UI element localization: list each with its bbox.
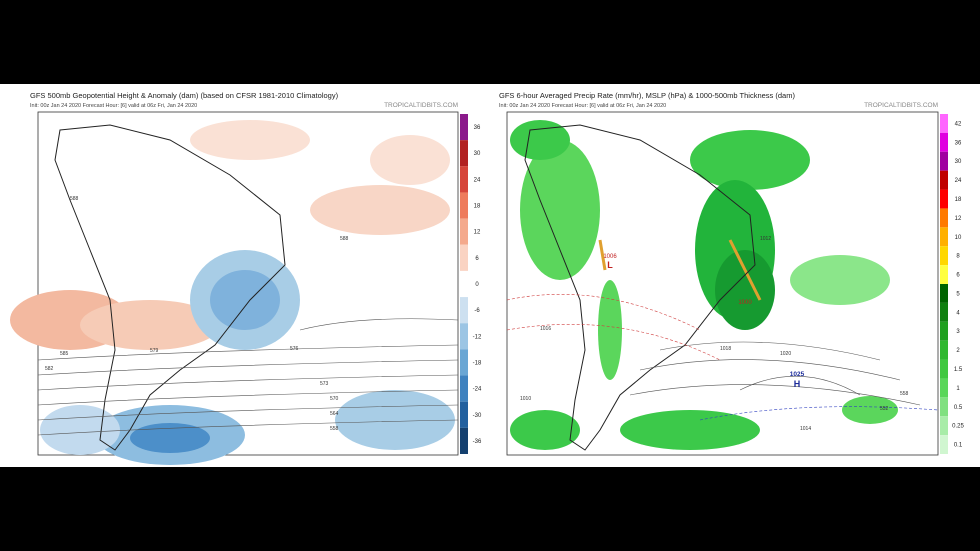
- colorbar-segment: [940, 151, 948, 171]
- colorbar-label: 2: [956, 348, 960, 354]
- colorbar-label: -18: [473, 360, 482, 366]
- colorbar-label: 4: [956, 310, 960, 316]
- colorbar-label: 18: [955, 197, 962, 203]
- colorbar-label: 24: [474, 177, 481, 183]
- colorbar-label: 0.5: [954, 405, 963, 411]
- colorbar-segment: [940, 227, 948, 247]
- low-value: 1006: [603, 254, 617, 260]
- contour-label: 570: [330, 396, 339, 402]
- colorbar-segment: [460, 218, 468, 245]
- colorbar-segment: [940, 378, 948, 398]
- colorbar-segment: [940, 246, 948, 266]
- colorbar-label: 0: [475, 282, 479, 288]
- contour-label: 564: [330, 411, 339, 417]
- colorbar-label: -30: [473, 413, 482, 419]
- colorbar-segment: [940, 189, 948, 209]
- init-line: Init: 00z Jan 24 2020 Forecast Hour: [6]…: [30, 103, 197, 109]
- left-map: [10, 111, 459, 465]
- colorbar-label: 30: [474, 151, 481, 157]
- colorbar-label: 36: [474, 125, 481, 131]
- colorbar-label: 30: [955, 159, 962, 165]
- colorbar-segment: [460, 270, 468, 298]
- brand: TROPICALTIDBITS.COM: [384, 102, 458, 109]
- colorbar-segment: [460, 297, 468, 324]
- colorbar-label: -6: [474, 308, 480, 314]
- contour-label: 1020: [780, 351, 791, 357]
- colorbar-segment: [460, 114, 468, 141]
- colorbar-label: 1.5: [954, 367, 963, 373]
- colorbar-label: -12: [473, 334, 482, 340]
- right-map: [506, 111, 939, 456]
- contour-label: 558: [900, 391, 909, 397]
- colorbar-label: 3: [956, 329, 960, 335]
- colorbar-segment: [940, 265, 948, 284]
- colorbar-segment: [460, 323, 468, 350]
- colorbar-label: 6: [956, 273, 960, 279]
- colorbar-label: 18: [474, 204, 481, 210]
- colorbar-label: 5: [956, 291, 960, 297]
- colorbar-segment: [460, 349, 468, 376]
- contour-label: 1010: [520, 396, 531, 402]
- contour-label: 558: [330, 426, 339, 432]
- panel-title: GFS 6-hour Averaged Precip Rate (mm/hr),…: [499, 91, 795, 100]
- contour-label: 1018: [720, 346, 731, 352]
- contour-label: 588: [340, 236, 349, 242]
- colorbar-segment: [940, 359, 948, 379]
- colorbar-label: 36: [955, 140, 962, 146]
- brand: TROPICALTIDBITS.COM: [864, 102, 938, 109]
- colorbar-label: 42: [955, 121, 962, 127]
- colorbar-segment: [940, 435, 948, 454]
- init-line: Init: 00z Jan 24 2020 Forecast Hour: [6]…: [499, 103, 666, 109]
- contour-label: 579: [150, 348, 159, 354]
- contour-label: 552: [880, 406, 889, 412]
- colorbar-segment: [940, 284, 948, 303]
- contour-label: 576: [290, 346, 299, 352]
- colorbar-label: -36: [473, 439, 482, 445]
- contour-label: 588: [70, 196, 79, 202]
- high-marker: H: [794, 379, 801, 389]
- contour-label: 1016: [540, 326, 551, 332]
- colorbar-segment: [940, 170, 948, 190]
- contour-label: 1014: [800, 426, 811, 432]
- colorbar-label: 0.25: [952, 424, 964, 430]
- colorbar-segment: [940, 321, 948, 341]
- low-marker: L: [607, 260, 613, 270]
- contour-label: 1012: [760, 236, 771, 242]
- colorbar-segment: [460, 166, 468, 193]
- colorbar-label: 24: [955, 178, 962, 184]
- colorbar-label: 10: [955, 235, 962, 241]
- contour-label: 585: [60, 351, 69, 357]
- high-value: 1025: [790, 371, 805, 378]
- colorbar-segment: [940, 397, 948, 417]
- colorbar-segment: [940, 114, 948, 133]
- colorbar-segment: [940, 302, 948, 322]
- colorbar-label: 8: [956, 254, 960, 260]
- colorbar-label: 12: [474, 230, 481, 236]
- colorbar-label: -24: [473, 387, 482, 393]
- colorbar-segment: [460, 140, 468, 167]
- colorbar-segment: [460, 192, 468, 219]
- low-value: 1000: [738, 300, 752, 306]
- colorbar-segment: [460, 401, 468, 428]
- colorbar-label: 1: [956, 386, 960, 392]
- colorbar-segment: [460, 427, 468, 454]
- contour-label: 573: [320, 381, 329, 387]
- colorbar-label: 12: [955, 216, 962, 222]
- panel-title: GFS 500mb Geopotential Height & Anomaly …: [30, 91, 339, 100]
- colorbar-segment: [460, 375, 468, 402]
- colorbar-label: 0.1: [954, 443, 963, 449]
- colorbar-segment: [460, 244, 468, 271]
- colorbar-segment: [940, 416, 948, 436]
- colorbar-label: 6: [475, 256, 479, 262]
- colorbar-segment: [940, 340, 948, 360]
- colorbar-segment: [940, 208, 948, 228]
- contour-label: 582: [45, 366, 54, 372]
- colorbar-segment: [940, 132, 948, 152]
